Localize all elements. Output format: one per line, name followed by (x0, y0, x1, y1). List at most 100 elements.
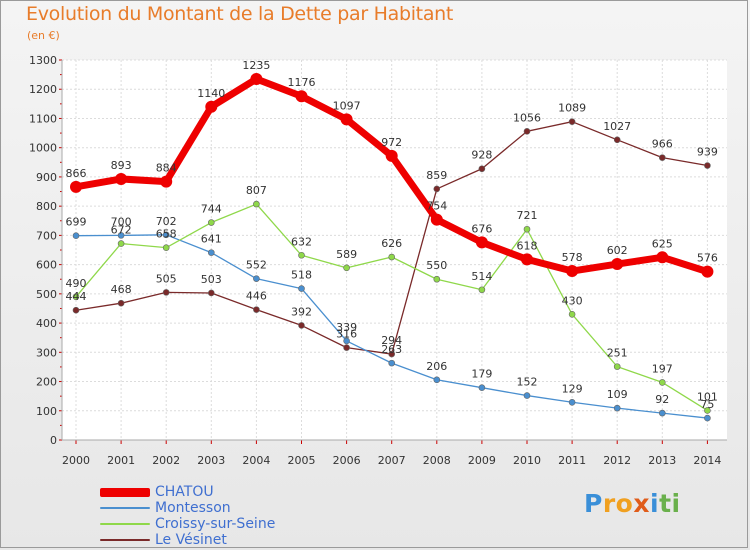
data-label-montesson: 702 (156, 215, 177, 228)
data-label-montesson: 339 (336, 321, 357, 334)
data-label-chatou: 754 (426, 200, 447, 213)
data-point-montesson (613, 404, 621, 412)
data-label-croissy-sur-seine: 589 (336, 248, 357, 261)
legend-item-chatou: CHATOU (100, 484, 360, 500)
data-point-chatou (250, 73, 263, 85)
y-tick-label: 200 (36, 376, 57, 389)
chart-title: Evolution du Montant de la Dette par Hab… (26, 3, 454, 25)
data-label-croissy-sur-seine: 672 (111, 224, 132, 237)
data-point-chatou (70, 180, 82, 193)
data-point-le-v-sinet (117, 299, 125, 307)
legend-label-le-vesinet: Le Vésinet (155, 532, 227, 548)
data-point-chatou (295, 90, 308, 103)
data-point-montesson (208, 249, 215, 256)
data-point-le-v-sinet (613, 136, 621, 144)
data-label-montesson: 109 (607, 388, 628, 401)
data-point-croissy-sur-seine (298, 251, 305, 259)
x-tick-label: 2000 (62, 454, 90, 467)
legend-label-montesson: Montesson (155, 500, 231, 516)
legend-item-le-vesinet: Le Vésinet (100, 532, 360, 548)
brand-letter: i (671, 489, 681, 518)
data-label-chatou: 578 (562, 251, 583, 264)
data-label-le-v-sinet: 294 (381, 334, 402, 347)
data-label-le-v-sinet: 468 (111, 283, 132, 296)
data-point-croissy-sur-seine (253, 200, 260, 208)
data-label-croissy-sur-seine: 658 (156, 228, 177, 241)
x-tick-label: 2012 (603, 454, 631, 467)
data-label-le-v-sinet: 928 (471, 149, 492, 162)
y-tick-label: 800 (36, 200, 57, 213)
data-point-croissy-sur-seine (72, 293, 80, 301)
x-tick-label: 2014 (693, 454, 721, 467)
x-tick-label: 2005 (288, 454, 316, 467)
x-tick-label: 2004 (242, 454, 270, 467)
data-point-montesson (568, 398, 576, 406)
data-point-chatou (160, 175, 173, 188)
data-label-croissy-sur-seine: 514 (471, 270, 492, 283)
legend: CHATOU Montesson Croissy-sur-Seine Le Vé… (100, 484, 360, 548)
data-label-croissy-sur-seine: 626 (381, 237, 402, 250)
data-point-le-v-sinet (343, 344, 350, 351)
legend-swatch-montesson (100, 507, 150, 509)
data-label-le-v-sinet: 1056 (513, 111, 541, 124)
data-label-chatou: 676 (471, 222, 492, 235)
brand-logo: Proxiti (584, 489, 681, 518)
x-tick-label: 2009 (468, 454, 496, 467)
data-point-croissy-sur-seine (433, 275, 441, 283)
y-tick-label: 100 (36, 405, 57, 418)
x-tick-label: 2013 (648, 454, 676, 467)
data-label-le-v-sinet: 1089 (558, 102, 586, 115)
data-label-montesson: 179 (471, 368, 492, 381)
legend-item-croissy: Croissy-sur-Seine (100, 516, 360, 532)
data-label-montesson: 92 (655, 393, 669, 406)
data-label-chatou: 1140 (197, 87, 225, 100)
data-point-montesson (704, 414, 711, 422)
data-point-croissy-sur-seine (568, 311, 576, 318)
data-label-chatou: 576 (697, 252, 718, 265)
data-label-le-v-sinet: 859 (426, 169, 447, 182)
data-label-chatou: 625 (652, 237, 673, 250)
data-label-le-v-sinet: 392 (291, 305, 312, 318)
y-tick-label: 400 (36, 317, 57, 330)
data-label-chatou: 602 (607, 244, 628, 257)
data-label-croissy-sur-seine: 490 (66, 277, 87, 290)
data-point-croissy-sur-seine (478, 286, 486, 294)
data-point-montesson (162, 231, 170, 239)
data-label-montesson: 700 (111, 215, 132, 228)
data-point-montesson (343, 337, 350, 345)
data-point-chatou (385, 149, 398, 162)
data-label-montesson: 641 (201, 233, 222, 246)
data-label-le-v-sinet: 444 (66, 290, 87, 303)
data-point-chatou (656, 251, 669, 264)
data-point-croissy-sur-seine (162, 244, 170, 251)
data-point-montesson (433, 376, 441, 384)
legend-label-croissy: Croissy-sur-Seine (155, 516, 276, 532)
data-point-chatou (205, 100, 218, 113)
y-tick-label: 1300 (29, 54, 57, 67)
x-tick-label: 2003 (197, 454, 225, 467)
data-point-chatou (521, 253, 533, 266)
x-tick-label: 2010 (513, 454, 541, 467)
data-point-montesson (478, 384, 486, 391)
data-label-le-v-sinet: 939 (697, 146, 718, 159)
data-label-le-v-sinet: 316 (336, 328, 357, 341)
data-point-croissy-sur-seine (208, 219, 215, 226)
x-tick-label: 2008 (423, 454, 451, 467)
data-point-montesson (658, 409, 666, 417)
data-label-montesson: 129 (562, 382, 583, 395)
data-point-chatou (475, 236, 488, 249)
data-label-chatou: 866 (66, 167, 87, 180)
data-point-le-v-sinet (162, 289, 170, 296)
data-label-montesson: 152 (517, 376, 538, 389)
y-tick-label: 900 (36, 171, 57, 184)
y-tick-label: 1000 (29, 142, 57, 155)
data-label-croissy-sur-seine: 550 (426, 259, 447, 272)
data-label-montesson: 699 (66, 216, 87, 229)
y-tick-label: 1200 (29, 83, 57, 96)
data-point-croissy-sur-seine (704, 407, 711, 414)
brand-letter: x (633, 489, 650, 518)
data-point-montesson (117, 232, 125, 239)
data-point-le-v-sinet (704, 162, 711, 169)
data-point-le-v-sinet (388, 350, 396, 358)
data-point-le-v-sinet (253, 306, 260, 313)
